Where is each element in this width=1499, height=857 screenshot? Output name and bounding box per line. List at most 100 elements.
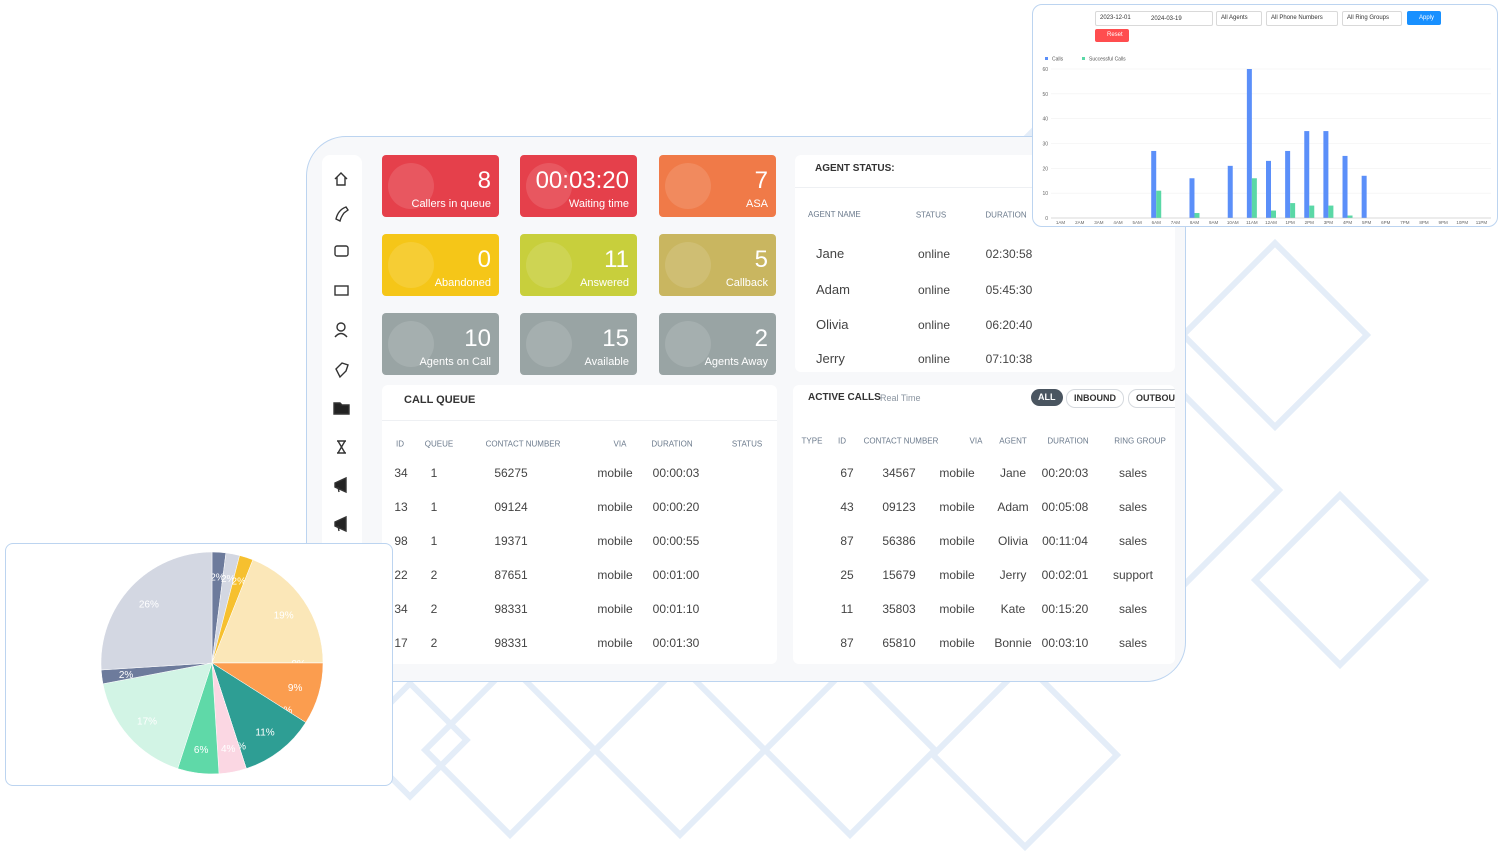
legend-swatch [1082,57,1085,60]
tile-label: Agents on Call [419,356,491,368]
table-cell: mobile [939,636,975,650]
ring-group-select[interactable]: All Ring Groups [1342,11,1402,26]
table-cell: Jane [816,246,845,261]
table-cell: sales [1118,534,1148,548]
reset-button[interactable]: Reset [1095,29,1129,42]
table-cell: 05:45:30 [985,283,1033,297]
table-cell: mobile [597,636,633,650]
column-header: CONTACT NUMBER [863,436,939,446]
bar [1285,150,1291,218]
x-tick-label: 3PM [1324,220,1334,225]
column-header: STATUS [731,439,763,449]
apply-button[interactable]: Apply [1407,11,1442,25]
icon-folder[interactable] [333,402,350,415]
slice-label: 4% [221,744,236,755]
table-cell: Bonnie [994,636,1032,650]
table-cell: mobile [939,466,975,480]
tile-decoration [388,163,434,209]
y-tick-label: 20 [1042,166,1048,172]
table-cell: mobile [597,568,633,582]
table-cell: mobile [939,534,975,548]
column-header: STATUS [915,210,947,220]
stat-tile: 15 Available [520,313,637,375]
icon-tag[interactable] [335,362,349,379]
tile-value: 10 [464,325,491,352]
column-header: AGENT NAME [808,210,861,219]
table-cell: 02:30:58 [985,247,1033,261]
tile-decoration [665,321,711,367]
table-cell: mobile [597,466,633,480]
x-tick-label: 3AM [1094,220,1104,225]
icon-user-body[interactable] [334,332,348,338]
bar [1156,190,1162,218]
tile-decoration [388,321,434,367]
tile-value: 7 [754,167,768,194]
table-cell: 2 [430,636,438,650]
icon-phone[interactable] [335,206,349,223]
stat-tile: 2 Agents Away [659,313,776,375]
table-cell: 07:10:38 [985,352,1033,366]
stat-tile: 5 Callback [659,234,776,296]
x-tick-label: 11PM [1476,220,1488,225]
icon-chat[interactable] [334,245,349,257]
table-cell: 87 [840,534,854,548]
table-cell: 15679 [882,568,916,582]
agent-select[interactable]: All Agents [1216,11,1262,26]
icon-megaphone[interactable] [334,476,347,494]
pie-slice [211,559,324,664]
icon-mail[interactable] [334,285,349,296]
y-tick-label: 30 [1042,142,1048,148]
table-cell: 09124 [494,500,528,514]
x-tick-label: 10AM [1227,220,1239,225]
filter-button[interactable]: INBOUND [1066,389,1124,408]
divider [382,420,777,421]
table-cell: 00:20:03 [1041,466,1089,480]
tile-decoration [665,242,711,288]
tile-value: 8 [477,167,491,194]
table-cell: 00:00:03 [652,466,700,480]
tile-label: Callers in queue [411,198,492,210]
column-header: TYPE [801,436,823,446]
column-header: ID [396,439,404,449]
sidebar-icons[interactable] [322,155,362,555]
phone-select[interactable]: All Phone Numbers [1266,11,1338,26]
icon-home[interactable] [334,172,348,186]
tile-decoration [526,163,572,209]
x-tick-label: 6AM [1152,220,1162,225]
divider [795,187,1175,188]
bar [1290,203,1296,218]
filter-button[interactable]: OUTBOUND [1128,389,1175,408]
x-tick-label: 9AM [1209,220,1219,225]
y-tick-label: 0 [1045,216,1048,222]
date-input-end: 2024-03-19 [1151,16,1182,22]
tile-decoration [388,242,434,288]
table-cell: 00:03:10 [1041,636,1089,650]
filter-button[interactable]: ALL [1031,389,1063,406]
table-cell: Kate [1000,602,1026,616]
icon-hourglass[interactable] [337,440,346,454]
table-cell: Adam [997,500,1029,514]
x-tick-label: 10PM [1456,220,1468,225]
x-tick-label: 6PM [1381,220,1391,225]
table-cell: 34567 [882,466,916,480]
table-cell: online [917,283,951,297]
icon-megaphone[interactable] [334,515,347,533]
table-cell: 00:00:55 [652,534,700,548]
table-cell: 00:01:00 [652,568,700,582]
table-cell: 56275 [494,466,528,480]
column-header: QUEUE [424,439,454,449]
table-cell: 00:01:30 [652,636,700,650]
icon-user[interactable] [336,322,346,332]
date-input[interactable]: 2023-12-01 [1095,11,1213,26]
bar [1361,175,1367,218]
bar [1342,155,1348,218]
pie-slice [211,662,307,769]
x-tick-label: 1PM [1285,220,1295,225]
x-tick-label: 12AM [1265,220,1277,225]
stat-tile: 0 Abandoned [382,234,499,296]
table-cell: 87651 [494,568,528,582]
x-tick-label: 1AM [1056,220,1066,225]
tile-value: 00:03:20 [535,167,629,194]
